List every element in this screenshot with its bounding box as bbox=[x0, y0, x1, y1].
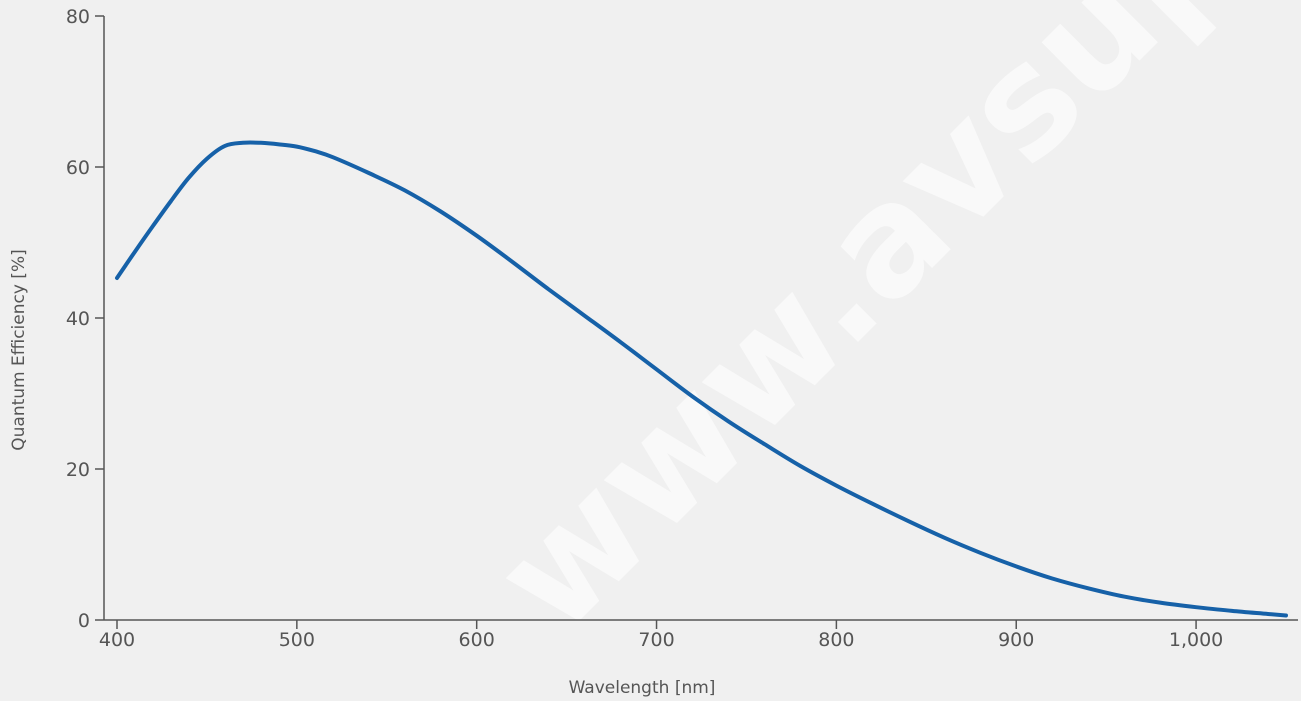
y-tick-label: 40 bbox=[66, 308, 90, 330]
y-axis-label: Quantum Efficiency [%] bbox=[9, 249, 29, 450]
x-tick-label: 400 bbox=[99, 629, 135, 651]
y-tick-label: 20 bbox=[66, 459, 90, 481]
y-tick-label: 80 bbox=[66, 6, 90, 28]
x-tick-label: 900 bbox=[998, 629, 1034, 651]
x-ticks: 400 500 600 700 800 900 1,000 bbox=[99, 620, 1223, 651]
watermark-text: www.avsupply.com bbox=[462, 0, 1301, 665]
series-line-quantum-efficiency bbox=[115, 140, 1288, 618]
x-tick-label: 1,000 bbox=[1169, 629, 1223, 651]
x-tick-label: 700 bbox=[638, 629, 674, 651]
x-tick-label: 500 bbox=[279, 629, 315, 651]
x-tick-label: 600 bbox=[459, 629, 495, 651]
x-tick-label: 800 bbox=[818, 629, 854, 651]
x-axis-label: Wavelength [nm] bbox=[569, 678, 716, 698]
y-tick-label: 0 bbox=[78, 610, 90, 632]
y-ticks: 0 20 40 60 80 bbox=[66, 6, 104, 632]
y-tick-label: 60 bbox=[66, 157, 90, 179]
